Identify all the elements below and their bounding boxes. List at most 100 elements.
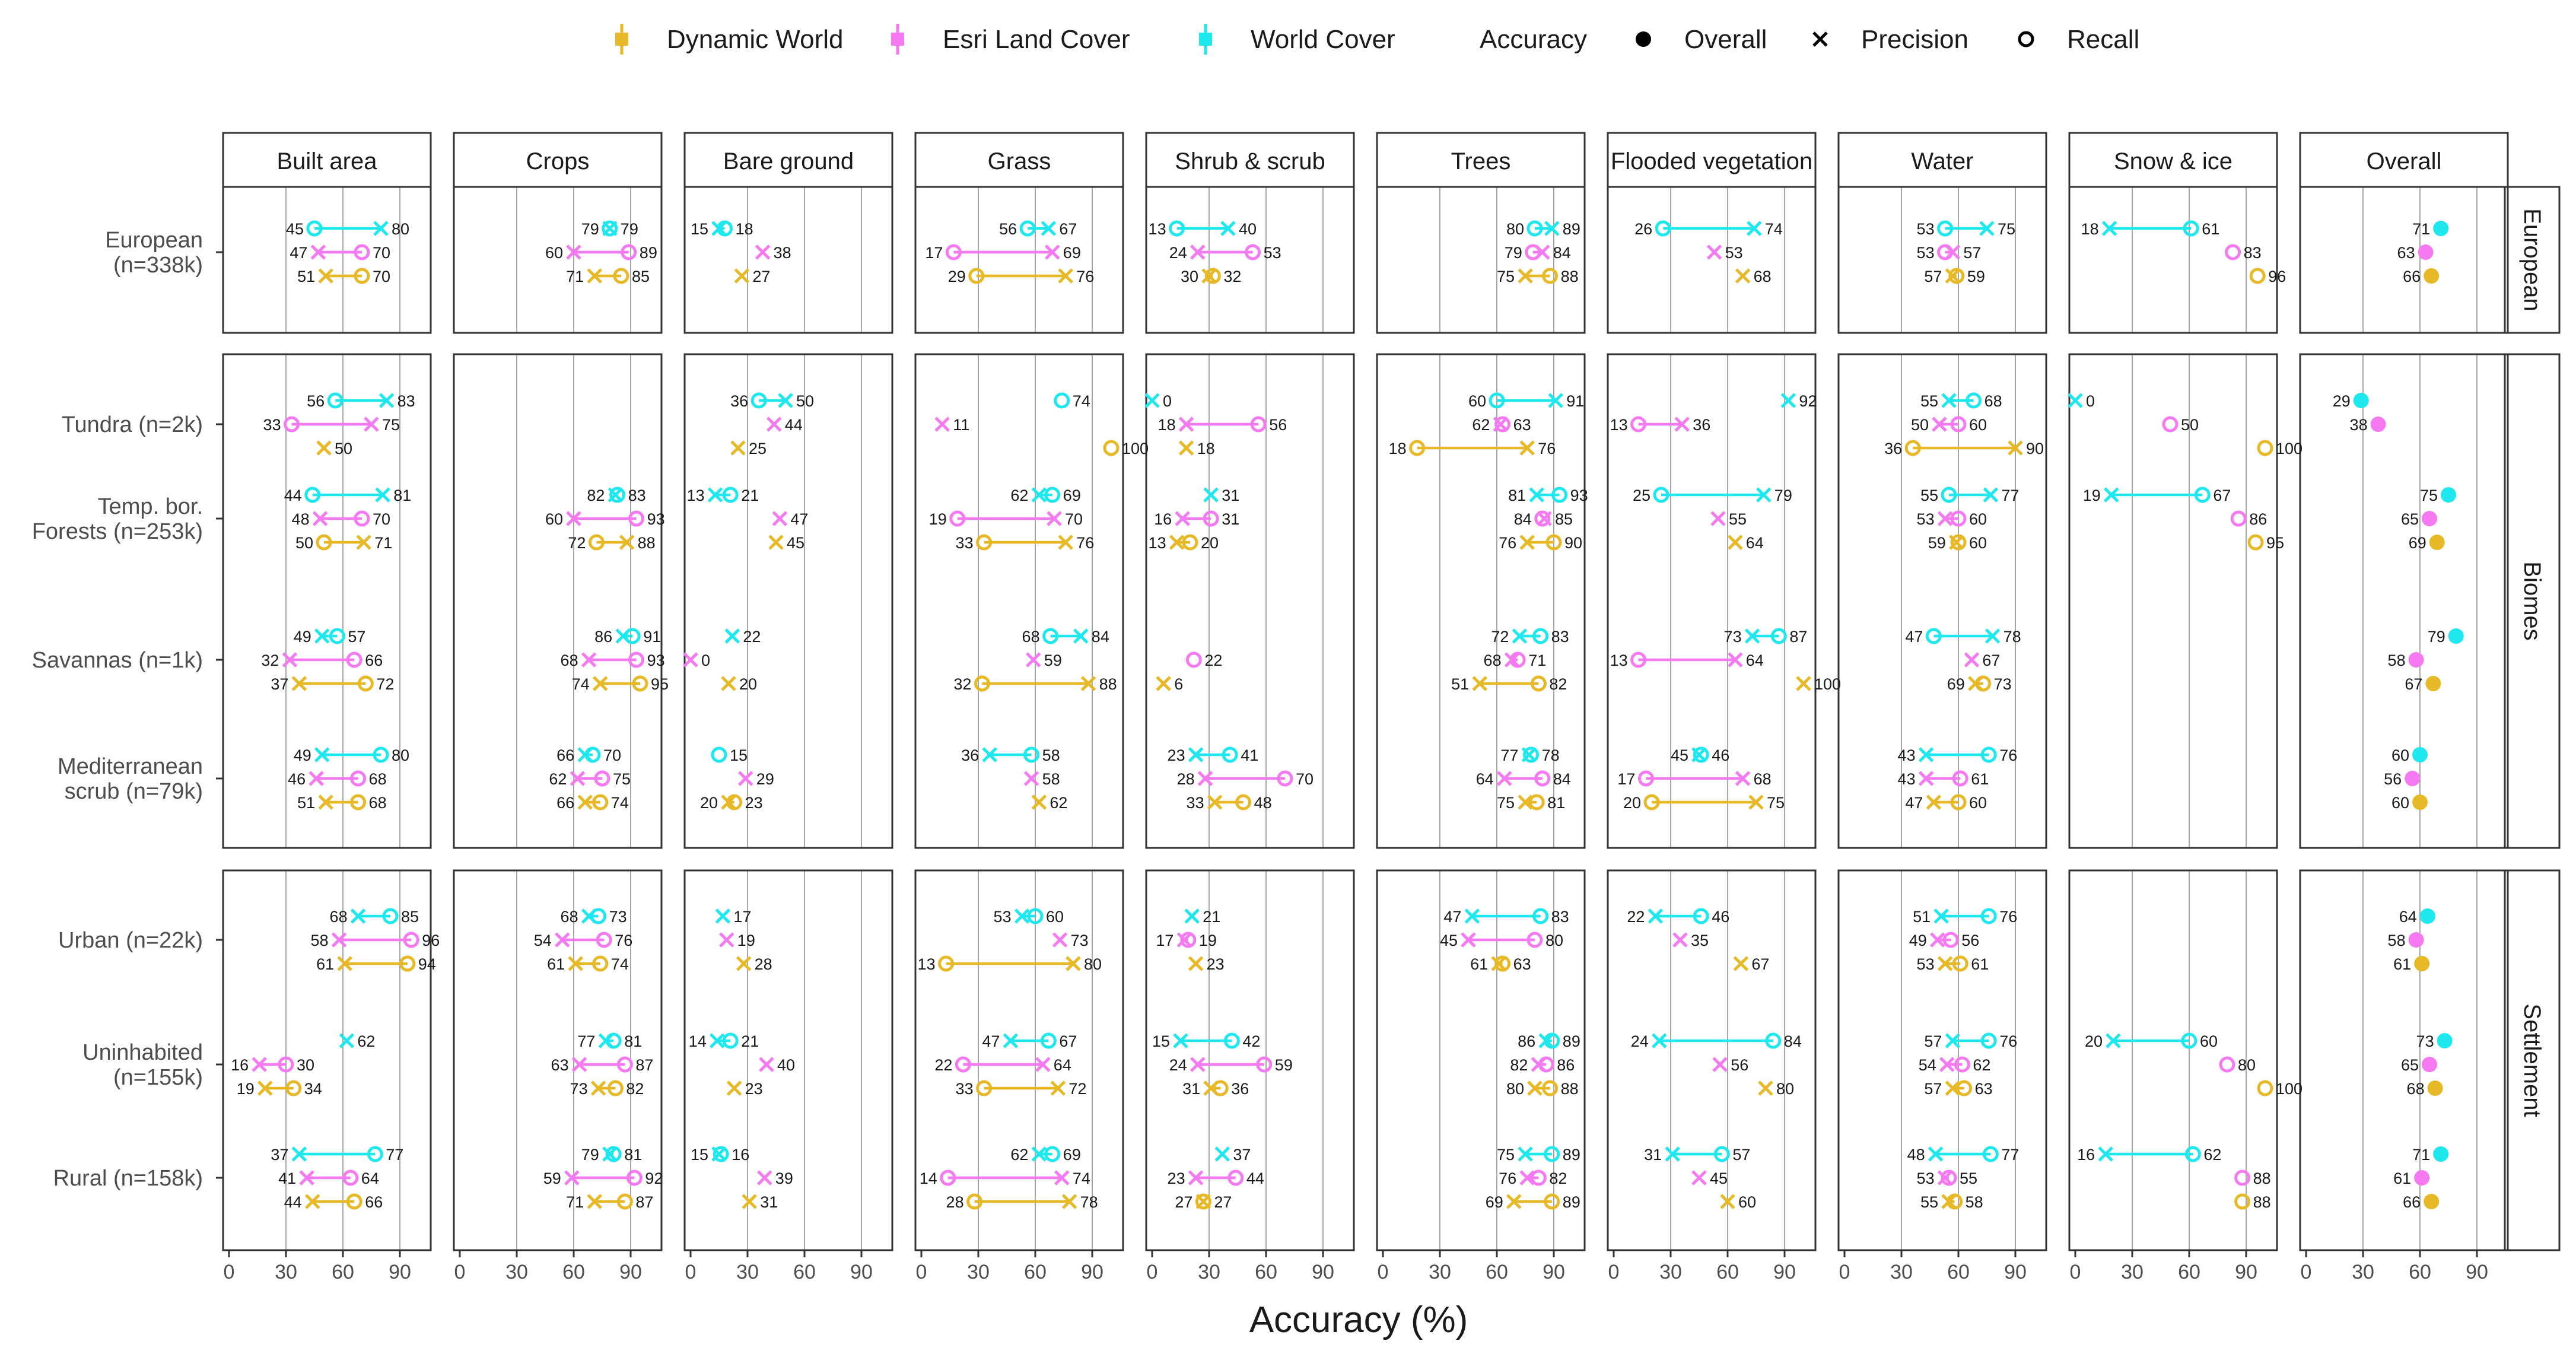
x-tick-label: 0 [1147,1261,1158,1283]
precision-point [1968,676,1983,691]
value-label: 72 [376,675,394,693]
precision-point [1930,932,1945,948]
value-label: 86 [1557,1056,1575,1074]
recall-point [1526,220,1543,237]
overall-value-label: 64 [2399,908,2417,926]
recall-point [1630,652,1647,668]
recall-point [750,392,767,409]
value-label: 39 [775,1170,793,1187]
value-label: 38 [774,244,791,262]
precision-point [581,652,597,668]
recall-point [1551,487,1568,503]
recall-point [621,244,637,260]
value-label: 76 [1999,746,2017,764]
recall-point [1203,510,1219,527]
precision-point [598,1033,614,1048]
x-tick-label: 30 [736,1261,759,1283]
recall-point [1235,794,1252,811]
value-label: 85 [632,268,650,285]
precision-point [1491,956,1506,971]
recall-point [1204,268,1221,284]
recall-point [976,534,993,551]
legend-key-square [891,33,904,46]
precision-point [1184,908,1200,924]
value-label: 55 [1960,1170,1977,1187]
precision-point [350,908,366,924]
value-label: 57 [1924,268,1942,285]
value-label: 11 [953,416,969,434]
value-label: 68 [1754,268,1772,285]
value-label: 93 [647,652,665,669]
value-label: 45 [286,220,304,238]
value-label: 90 [1564,534,1582,552]
row-label-eu: (n=338k) [113,253,203,278]
value-label: 48 [1254,794,1272,812]
precision-point [1945,268,1961,284]
facet-panel-border [2299,869,2509,1251]
precision-point [982,747,997,762]
value-label: 17 [925,244,943,262]
recall-point [940,1170,956,1186]
precision-point [1178,440,1194,456]
value-label: 19 [737,932,755,949]
value-label: 57 [1924,1032,1942,1050]
recall-point [1952,955,1968,972]
overall-value-label: 73 [2416,1032,2434,1050]
value-label: 71 [566,268,584,285]
precision-point [314,747,330,762]
facet-panel-border [222,869,432,1251]
precision-point [1050,1080,1066,1096]
x-tick-label: 90 [389,1261,411,1283]
overall-point [2424,1194,2440,1209]
x-tick-label: 60 [1486,1261,1508,1283]
value-label: 55 [1920,392,1938,410]
value-label: 73 [1071,932,1089,949]
recall-point [613,268,629,284]
overall-point [2414,1170,2430,1186]
value-label: 76 [1999,908,2017,926]
recall-point [609,487,626,503]
value-label: 36 [961,746,979,764]
recall-point [354,510,370,527]
facet-panel-border [683,353,893,849]
value-label: 60 [545,244,563,262]
precision-point [1058,535,1073,550]
recall-point [722,1032,739,1049]
column-header-label: Flooded vegetation [1611,148,1812,174]
value-label: 60 [1738,1193,1756,1211]
recall-point [1950,794,1967,811]
overall-point [2353,393,2369,408]
precision-point [364,417,379,432]
recall-point [1545,534,1562,551]
value-label: 82 [1549,1170,1567,1187]
value-label: 44 [284,487,302,504]
value-label: 30 [1181,268,1198,285]
recall-point [1982,1146,1999,1162]
precision-point [570,771,586,786]
overall-value-label: 61 [2393,1170,2411,1187]
precision-point [1706,244,1722,260]
panel-strip-box [2504,869,2561,1251]
recall-point [968,268,985,284]
precision-point [1156,676,1171,691]
value-label: 17 [733,908,751,926]
facet-panel-border [453,353,663,849]
recall-point [1532,908,1549,924]
value-label: 43 [1898,770,1916,788]
precision-point [1188,956,1204,971]
value-label: 55 [1920,1193,1938,1211]
value-label: 87 [635,1193,653,1211]
column-header-label: Grass [988,148,1051,174]
value-label: 88 [638,534,656,552]
value-label: 23 [1168,1170,1185,1187]
value-label: 72 [1491,628,1509,646]
precision-point [1207,795,1223,810]
x-tick-label: 90 [850,1261,873,1283]
value-label: 61 [1971,955,1989,973]
value-label: 68 [369,770,387,788]
value-label: 56 [1961,932,1979,949]
value-label: 84 [1784,1032,1802,1050]
recall-point [1227,1170,1244,1186]
value-label: 75 [613,770,631,788]
precision-point [1518,795,1533,810]
